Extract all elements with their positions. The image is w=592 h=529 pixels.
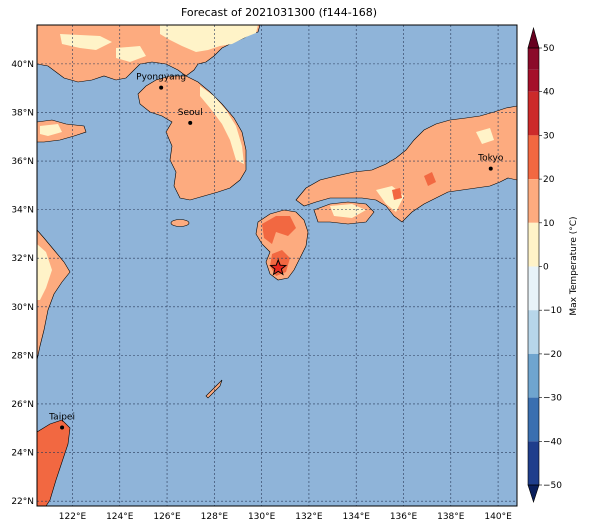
city-dot <box>188 120 193 125</box>
colorbar-tick-label: −10 <box>543 306 562 316</box>
gridlines <box>37 25 517 506</box>
colorbar: 50 40 30 20 10 0 −10 −20 −30 −40 −50 <box>527 26 562 503</box>
honshu <box>295 105 517 223</box>
colorbar-tick-label: −30 <box>543 394 562 404</box>
colorbar-extend-max <box>527 26 540 49</box>
colorbar-segment <box>528 135 539 180</box>
colorbar-extend-min <box>527 484 540 503</box>
lat-tick-label: 30°N <box>11 303 34 313</box>
colorbar-segment <box>528 69 539 92</box>
lat-tick-label: 26°N <box>11 400 34 410</box>
colorbar-segment <box>528 397 539 442</box>
lat-tick-label: 40°N <box>11 60 34 70</box>
cold-patch-1 <box>60 34 112 50</box>
colorbar-tick-label: 50 <box>543 44 555 54</box>
map-title: Forecast of 2021031300 (f144-168) <box>180 6 378 19</box>
colorbar-tick-label: −40 <box>543 437 562 447</box>
lat-tick-label: 38°N <box>11 108 34 118</box>
lon-tick-label: 130°E <box>248 512 276 522</box>
map-frame <box>36 24 518 507</box>
city-dot <box>159 85 164 90</box>
colorbar-tick-label: −50 <box>543 481 562 491</box>
colorbar-label: Max Temperature (°C) <box>569 216 579 315</box>
lat-tick-label: 34°N <box>11 206 34 216</box>
land-layer <box>37 25 517 506</box>
taiwan <box>37 419 71 506</box>
shikoku-cold <box>330 204 366 218</box>
colorbar-tick-label: 0 <box>543 263 549 273</box>
colorbar-segment <box>528 266 539 311</box>
lon-tick-label: 136°E <box>390 512 418 522</box>
lon-tick-label: 138°E <box>437 512 465 522</box>
honshu-warm <box>424 172 436 186</box>
lon-tick-label: 134°E <box>343 512 371 522</box>
city-markers: Pyongyang Seoul Tokyo Taipei <box>48 73 504 430</box>
lat-tick-label: 24°N <box>11 449 34 459</box>
honshu-warm-2 <box>392 188 402 200</box>
kyushu-warm <box>262 216 296 244</box>
colorbar-segment <box>528 310 539 354</box>
colorbar-segment <box>528 91 539 136</box>
colorbar-segment <box>528 179 539 223</box>
city-label: Seoul <box>178 108 203 118</box>
lat-tick-label: 32°N <box>11 254 34 264</box>
korea-east-cold <box>200 86 244 164</box>
city-dot <box>60 425 65 430</box>
honshu-cold-2 <box>476 128 494 144</box>
lon-tick-label: 140°E <box>484 512 512 522</box>
jeju-island <box>170 219 190 227</box>
lon-tick-label: 128°E <box>201 512 229 522</box>
cold-patch-3 <box>116 46 146 62</box>
colorbar-tick-label: 40 <box>543 88 555 98</box>
lon-tick-label: 124°E <box>106 512 134 522</box>
lat-tick-label: 36°N <box>11 157 34 167</box>
axis-ticks: 122°E 124°E 126°E 128°E 130°E 132°E 134°E 136°E… <box>11 60 512 522</box>
colorbar-segment <box>528 441 539 485</box>
lat-tick-label: 28°N <box>11 351 34 361</box>
lat-tick-label: 22°N <box>11 497 34 507</box>
colorbar-tick-label: 20 <box>543 175 555 185</box>
cold-patch-2 <box>160 25 258 52</box>
coast-cold <box>37 244 52 300</box>
lon-tick-label: 122°E <box>59 512 87 522</box>
city-label: Taipei <box>48 413 75 423</box>
okinawa-island <box>205 379 223 399</box>
lon-tick-label: 132°E <box>295 512 323 522</box>
colorbar-tick-label: 10 <box>543 219 555 229</box>
city-dot <box>488 166 493 171</box>
colorbar-tick-label: 30 <box>543 131 555 141</box>
colorbar-segment <box>528 353 539 398</box>
colorbar-tick-label: −20 <box>543 350 562 360</box>
colorbar-segment <box>528 222 539 267</box>
shandong-cold <box>40 124 62 136</box>
lon-tick-label: 126°E <box>153 512 181 522</box>
star-marker-icon <box>269 258 288 276</box>
city-label: Pyongyang <box>136 73 186 83</box>
city-label: Tokyo <box>477 154 504 164</box>
colorbar-segment <box>528 48 539 70</box>
